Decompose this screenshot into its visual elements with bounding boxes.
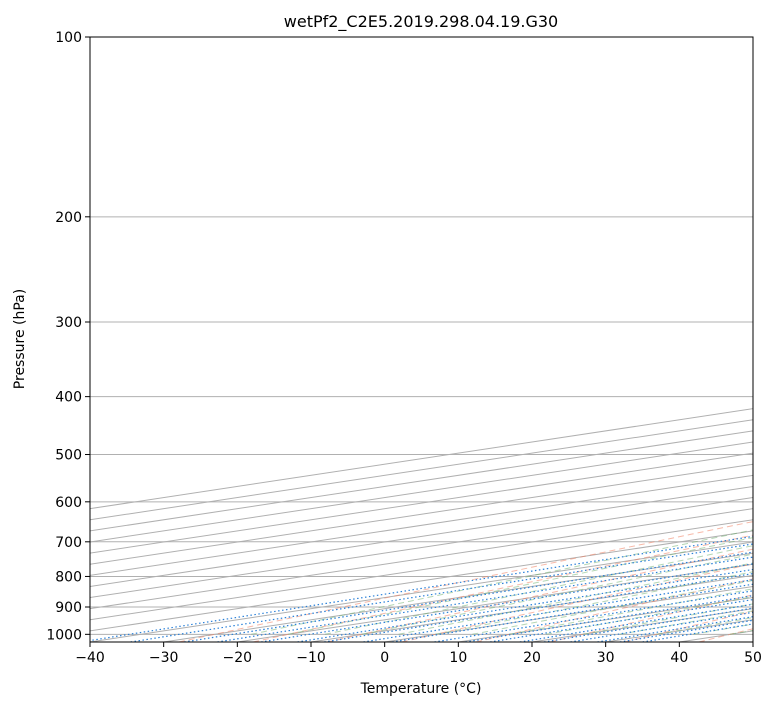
y-tick-label: 500 bbox=[55, 448, 82, 464]
mixing-ratio-line bbox=[130, 543, 753, 642]
x-tick-label: 0 bbox=[380, 650, 389, 666]
isotherm bbox=[90, 530, 753, 632]
y-tick-label: 400 bbox=[55, 390, 82, 406]
mixing-ratio-line bbox=[597, 616, 753, 642]
isotherm bbox=[90, 441, 753, 543]
x-tick-label: 50 bbox=[744, 650, 762, 666]
dry-adiabat bbox=[178, 521, 753, 642]
moist-adiabats bbox=[251, 529, 753, 635]
chart-title: wetPf2_C2E5.2019.298.04.19.G30 bbox=[284, 12, 558, 32]
isotherm bbox=[90, 508, 753, 610]
y-tick-label: 800 bbox=[55, 569, 82, 585]
x-tick-label: 10 bbox=[449, 650, 467, 666]
moist-adiabat bbox=[361, 553, 753, 635]
mixing-ratio-line bbox=[261, 563, 753, 642]
y-axis: 100 200 300 400 500 600 700 800 900 1000 bbox=[46, 30, 90, 643]
moist-adiabat bbox=[472, 579, 753, 635]
x-tick-label: 20 bbox=[523, 650, 541, 666]
x-tick-label: 40 bbox=[670, 650, 688, 666]
mixing-ratio-line bbox=[543, 607, 753, 642]
x-tick-label: −30 bbox=[149, 650, 179, 666]
y-tick-label: 100 bbox=[55, 30, 82, 46]
isotherm bbox=[90, 463, 753, 565]
isotherm bbox=[90, 474, 753, 576]
plot-background bbox=[90, 37, 753, 642]
x-axis: −40 −30 −20 −10 0 10 20 30 40 50 bbox=[75, 642, 762, 666]
y-tick-label: 300 bbox=[55, 315, 82, 331]
y-tick-label: 1000 bbox=[46, 627, 82, 643]
x-axis-label: Temperature (°C) bbox=[360, 681, 482, 697]
isotherm bbox=[90, 519, 753, 621]
x-tick-label: 30 bbox=[597, 650, 615, 666]
x-tick-label: −10 bbox=[296, 650, 326, 666]
mixing-ratio-line bbox=[570, 611, 753, 642]
x-tick-label: −20 bbox=[223, 650, 253, 666]
isotherm bbox=[90, 452, 753, 554]
pressure-gridlines bbox=[90, 37, 753, 635]
isotherm bbox=[90, 497, 753, 599]
y-tick-label: 200 bbox=[55, 210, 82, 226]
mixing-ratio-lines bbox=[90, 535, 753, 642]
y-tick-label: 900 bbox=[55, 600, 82, 616]
mixing-ratio-line bbox=[217, 556, 753, 642]
isotherm-gridlines bbox=[90, 408, 753, 642]
mixing-ratio-line bbox=[90, 535, 753, 642]
mixing-ratio-line bbox=[184, 551, 753, 642]
y-tick-label: 600 bbox=[55, 495, 82, 511]
plot-frame bbox=[89, 36, 754, 643]
y-tick-label: 700 bbox=[55, 535, 82, 551]
moist-adiabat bbox=[398, 562, 753, 635]
isotherm bbox=[90, 485, 753, 587]
y-axis-label: Pressure (hPa) bbox=[12, 289, 28, 389]
x-tick-label: −40 bbox=[75, 650, 105, 666]
